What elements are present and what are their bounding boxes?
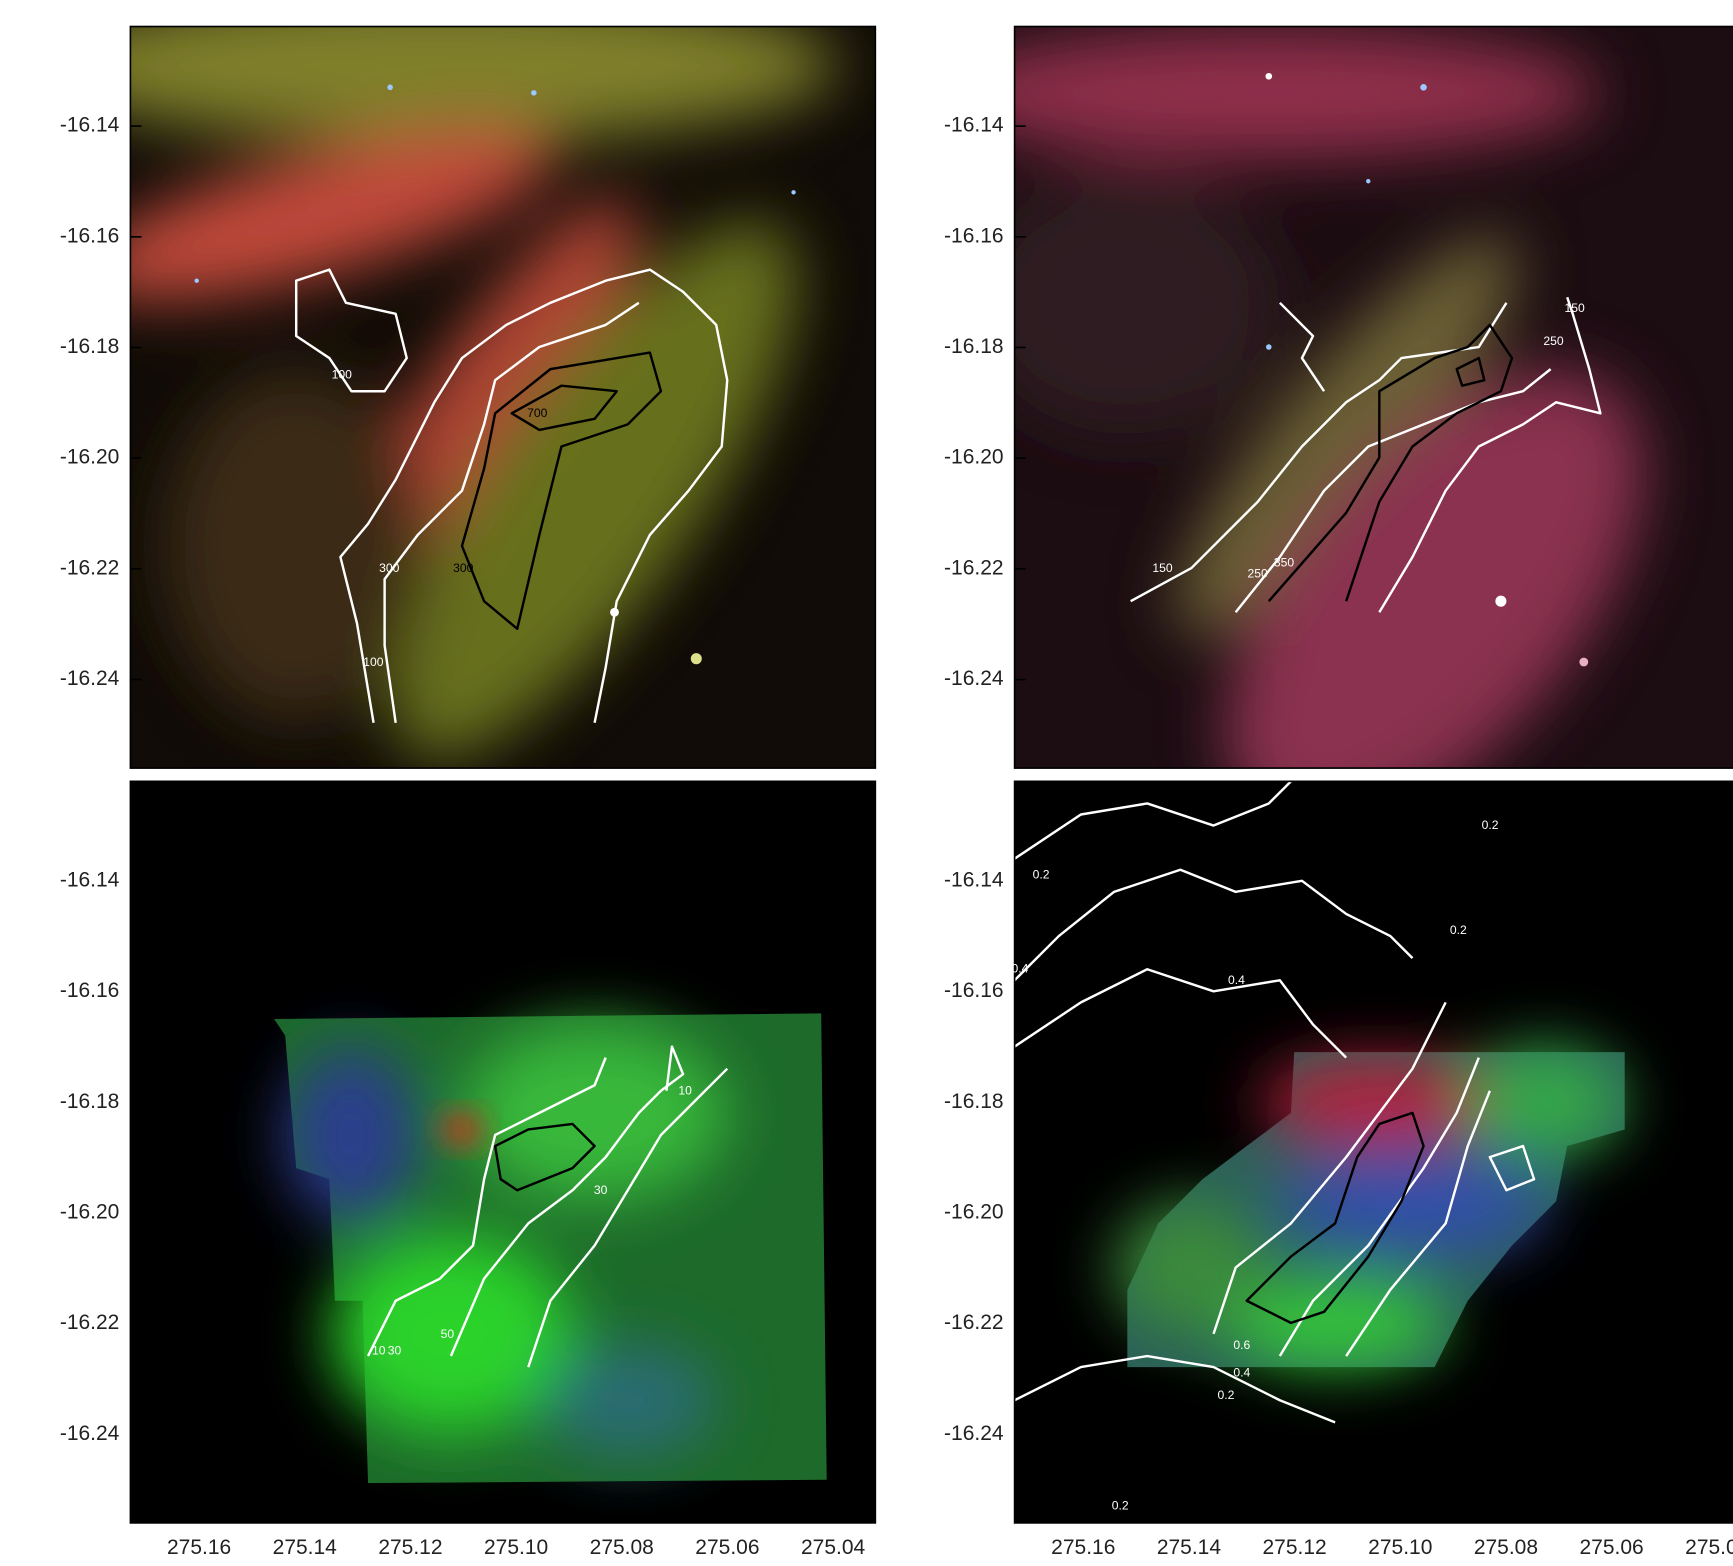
x-tick-label: 275.06 [1580, 1536, 1644, 1559]
star [1495, 596, 1506, 607]
x-tick-label: 275.04 [1685, 1536, 1733, 1559]
y-tick-label: -16.18 [60, 1090, 120, 1113]
blob [1280, 1146, 1545, 1257]
y-tick-label: -16.24 [60, 667, 120, 690]
y-tick-label: -16.16 [944, 224, 1004, 247]
image [42, 0, 875, 813]
y-tick-label: -16.18 [60, 335, 120, 358]
star [531, 90, 537, 96]
y-tick-label: -16.18 [944, 1090, 1004, 1113]
star [1265, 73, 1272, 80]
blob [462, 1024, 727, 1201]
star [1366, 179, 1370, 183]
contour-label: 300 [453, 561, 474, 575]
y-tick-label: -16.14 [944, 869, 1004, 892]
contour-label: 30 [388, 1344, 402, 1358]
contour-label: 700 [527, 406, 548, 420]
y-tick-label: -16.22 [944, 556, 1004, 579]
x-tick-label: 275.10 [1368, 1536, 1432, 1559]
panel: -16.14 -16.16 -16.18 -16.20 -16.22 -16.24 150 2… [937, 27, 1733, 906]
star [195, 278, 199, 282]
contour-label: 350 [1274, 556, 1295, 570]
y-tick-label: -16.22 [944, 1311, 1004, 1334]
y-tick-label: -16.14 [60, 869, 120, 892]
x-tick-label: 275.12 [1263, 1536, 1327, 1559]
contour-label: 150 [1564, 301, 1585, 315]
y-tick-label: -16.20 [60, 1201, 120, 1224]
x-tick-label: 275.04 [801, 1536, 866, 1559]
panel: -16.14 -16.16 -16.18 -16.20 -16.22 -16.24 100 7… [42, 0, 875, 813]
image [937, 27, 1733, 906]
star [387, 85, 393, 91]
blob [442, 1114, 482, 1145]
panel: -16.14 -16.16 -16.18 -16.20 -16.22 -16.24 275.… [60, 781, 875, 1559]
cloud [970, 170, 1279, 435]
contour-label: 10 [678, 1083, 692, 1097]
contour-label: 0.2 [1450, 923, 1467, 937]
contour-label: 250 [1247, 567, 1268, 581]
x-tick-label: 275.14 [273, 1536, 338, 1559]
contour-label: 0.6 [1233, 1338, 1250, 1352]
contour-label: 100 [332, 367, 353, 381]
x-tick-label: 275.06 [695, 1536, 759, 1559]
blob [1258, 1058, 1501, 1146]
contour-label: 0.4 [1228, 973, 1245, 987]
y-tick-label: -16.22 [60, 556, 120, 579]
contour-label: 0.2 [1482, 818, 1499, 832]
image [1015, 781, 1733, 1523]
contour-label: 0.4 [1011, 962, 1028, 976]
star [691, 653, 702, 664]
y-tick-label: -16.24 [944, 1422, 1004, 1445]
star [1579, 658, 1588, 667]
x-tick-label: 275.14 [1157, 1536, 1222, 1559]
y-tick-label: -16.20 [944, 446, 1004, 469]
contour-label: 0.2 [1112, 1499, 1129, 1513]
contour-label: 10 [372, 1344, 386, 1358]
page: -16.14 -16.16 -16.18 -16.20 -16.22 -16.24 100 7… [0, 0, 1733, 1566]
star [1420, 84, 1427, 91]
y-tick-label: -16.14 [60, 114, 120, 137]
y-tick-label: -16.20 [944, 1201, 1004, 1224]
contour-label: 0.2 [1217, 1388, 1234, 1402]
y-tick-label: -16.16 [60, 224, 120, 247]
star [1266, 344, 1272, 350]
y-tick-label: -16.18 [944, 335, 1004, 358]
image [130, 781, 875, 1523]
contour-label: 0.4 [1233, 1366, 1250, 1380]
blob [285, 1047, 418, 1224]
y-tick-label: -16.22 [60, 1311, 120, 1334]
blob [1114, 1201, 1269, 1334]
blob [539, 1345, 716, 1456]
contour-label: 0.2 [1033, 868, 1050, 882]
panel: -16.14 -16.16 -16.18 -16.20 -16.22 -16.24 275.… [944, 781, 1733, 1559]
y-tick-label: -16.14 [944, 114, 1004, 137]
contour-label: 50 [441, 1327, 455, 1341]
contour-label: 100 [363, 655, 384, 669]
contour-label: 150 [1152, 561, 1173, 575]
x-tick-label: 275.16 [167, 1536, 231, 1559]
y-tick-label: -16.24 [944, 667, 1004, 690]
figure: -16.14 -16.16 -16.18 -16.20 -16.22 -16.24 100 7… [0, 0, 1733, 1566]
y-tick-label: -16.16 [60, 979, 120, 1002]
y-tick-label: -16.20 [60, 446, 120, 469]
x-tick-label: 275.16 [1051, 1536, 1115, 1559]
x-tick-label: 275.08 [1474, 1536, 1538, 1559]
x-tick-label: 275.10 [484, 1536, 548, 1559]
blob [1468, 1047, 1623, 1158]
x-tick-label: 275.08 [590, 1536, 654, 1559]
contour-label: 250 [1543, 334, 1564, 348]
contour-label: 300 [379, 561, 400, 575]
y-tick-label: -16.16 [944, 979, 1004, 1002]
star [791, 190, 795, 194]
cloud [937, 27, 1600, 160]
contour-label: 30 [594, 1183, 608, 1197]
x-tick-label: 275.12 [378, 1536, 442, 1559]
y-tick-label: -16.24 [60, 1422, 120, 1445]
